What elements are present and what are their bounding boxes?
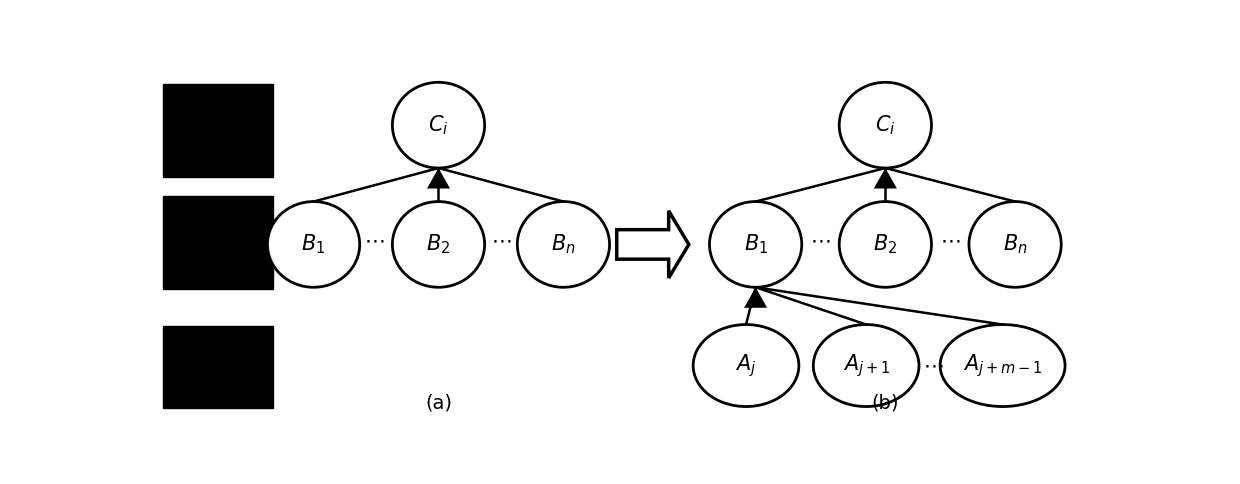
Text: $\cdots$: $\cdots$: [940, 231, 961, 251]
Ellipse shape: [709, 201, 802, 287]
Polygon shape: [616, 211, 689, 278]
Text: $B_2$: $B_2$: [427, 233, 450, 256]
Ellipse shape: [392, 82, 485, 168]
Polygon shape: [744, 287, 768, 308]
Bar: [162, 326, 273, 408]
Polygon shape: [874, 168, 897, 189]
Ellipse shape: [693, 325, 799, 407]
Text: $A_{j+1}$: $A_{j+1}$: [842, 352, 890, 379]
Bar: [162, 196, 273, 289]
Text: (a): (a): [425, 393, 453, 412]
Text: $B_1$: $B_1$: [744, 233, 768, 256]
Text: $\cdots$: $\cdots$: [363, 231, 384, 251]
Ellipse shape: [268, 201, 360, 287]
Bar: [162, 84, 273, 177]
Text: $C_i$: $C_i$: [428, 113, 449, 137]
Ellipse shape: [392, 201, 485, 287]
Ellipse shape: [839, 82, 931, 168]
Polygon shape: [427, 168, 450, 189]
Text: $B_2$: $B_2$: [873, 233, 898, 256]
Text: (b): (b): [872, 393, 899, 412]
Text: $A_j$: $A_j$: [735, 352, 756, 379]
Text: $B_1$: $B_1$: [301, 233, 326, 256]
Text: $\cdots$: $\cdots$: [810, 231, 831, 251]
Ellipse shape: [813, 325, 919, 407]
Text: $A_{j+m-1}$: $A_{j+m-1}$: [963, 352, 1043, 379]
Text: $C_i$: $C_i$: [875, 113, 895, 137]
Ellipse shape: [517, 201, 610, 287]
Text: $B_n$: $B_n$: [1003, 233, 1028, 256]
Text: $B_n$: $B_n$: [551, 233, 575, 256]
Ellipse shape: [968, 201, 1061, 287]
Text: $\cdots$: $\cdots$: [491, 231, 511, 251]
Ellipse shape: [839, 201, 931, 287]
Ellipse shape: [940, 325, 1065, 407]
Text: $\cdots$: $\cdots$: [923, 356, 944, 376]
